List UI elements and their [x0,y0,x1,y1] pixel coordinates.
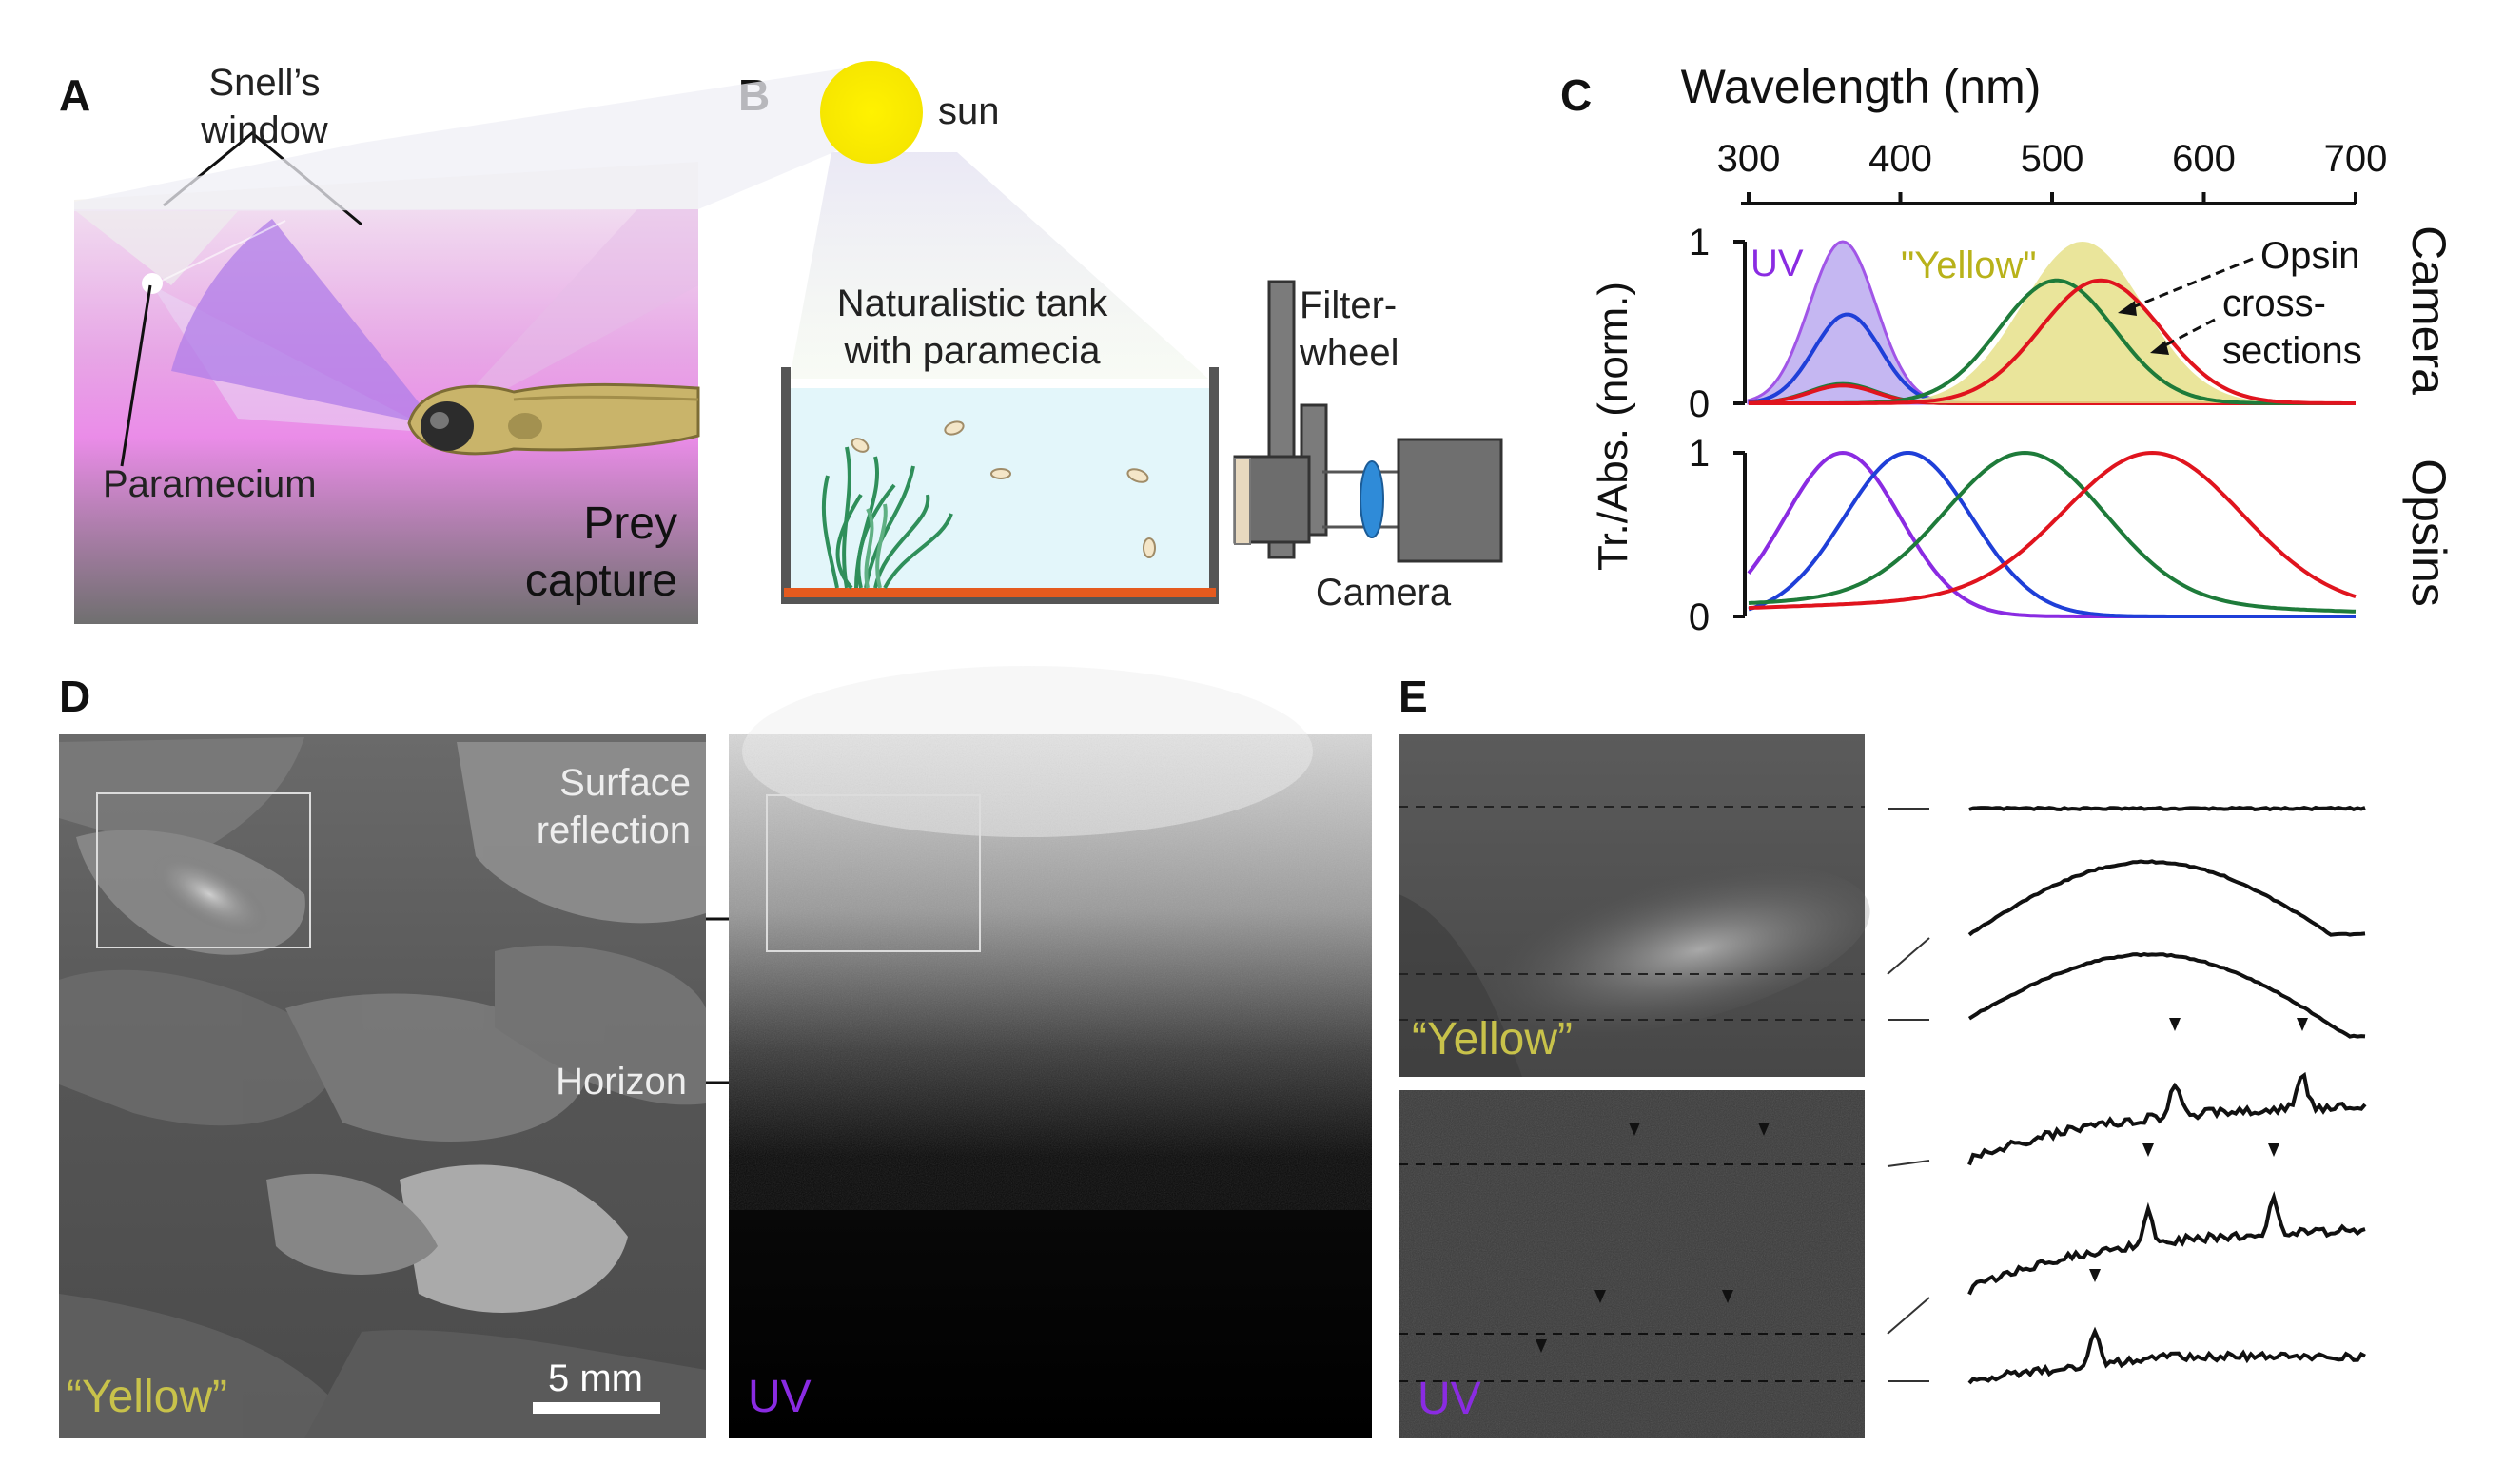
prey-capture-label-1: Prey [583,498,677,549]
tank-walls [781,367,1219,604]
c-xtick-label: 400 [1868,138,1932,180]
intensity-trace [1967,951,2366,1039]
c-camera-ytick-1: 1 [1689,222,1710,264]
tank-floor [784,588,1216,597]
yellow-image-rocks [59,737,706,1438]
intensity-trace [1967,1071,2367,1166]
c-xticks: 300 400 500 600 700 [1717,138,2388,204]
e-connectors [1887,808,1930,1382]
opsin-cross-sections-label-1: Opsin [2260,235,2360,277]
c-xtick-label: 500 [2021,138,2084,180]
d-uv-label: UV [748,1372,812,1422]
panel-d: D “Yellow” 5 mm Surface reflection Horiz… [59,666,1372,1438]
c-xlabel: Wavelength (nm) [1681,60,2042,113]
yellow-inset-box [96,792,311,948]
paramecia [851,420,1156,558]
camera-uv-label: UV [1751,243,1804,284]
panel-c: C Wavelength (nm) 300 400 500 600 700 Tr./Ab… [1560,60,2455,638]
prey-capture-label-2: capture [525,556,677,606]
camera-yellow-label: "Yellow" [1901,244,2037,286]
d-yellow-label: “Yellow” [67,1372,227,1422]
uv-inset-box [766,794,981,952]
scale-bar-label: 5 mm [548,1357,643,1399]
intensity-trace [1967,1190,2366,1296]
row-label-opsins: Opsins [2402,459,2455,607]
sun-label: sun [938,90,1000,132]
opsin-cross-sections-label-2: cross- [2222,283,2326,324]
e-intensity-traces [1967,805,2367,1385]
e-yellow-scan-lines [1399,806,1865,1021]
panel-e: E “Yellow” UV [1399,672,2367,1438]
camera-row-plot [1747,240,2356,405]
sun-icon [820,61,923,164]
zebrafish-larva-icon [407,382,700,456]
paramecium-label: Paramecium [103,463,317,505]
e-yellow-label: “Yellow” [1412,1014,1573,1064]
filter-wheel-label-1: Filter- [1300,284,1397,326]
e-uv-arrowheads [1536,1123,1770,1353]
camera-filter-band-yellow [1749,242,2356,403]
c-opsin-ytick-0: 0 [1689,596,1710,638]
paramecium-dot [142,273,163,294]
panel-label-a: A [59,70,90,120]
panel-label-d: D [59,672,90,721]
c-xtick-label: 300 [1717,138,1781,180]
opsin-curve-3 [1748,450,2357,611]
tank-label-2: with paramecia [843,330,1101,372]
tank-label-1: Naturalistic tank [837,283,1109,324]
panel-label-c: C [1560,70,1592,120]
filter-wheel-label-2: wheel [1299,332,1399,374]
c-xtick-label: 600 [2172,138,2236,180]
intensity-trace [1967,859,2366,937]
horizon-label: Horizon [556,1061,687,1103]
plant-icon [821,446,953,590]
c-opsin-ytick-1: 1 [1689,433,1710,475]
panel-b: B sun Naturalistic tank with paramecia [74,61,1503,614]
snells-window-label-1: Snell’s [208,62,320,104]
panel-label-e: E [1399,672,1428,721]
c-ylabel: Tr./Abs. (norm.) [1590,282,1636,571]
scale-bar [533,1402,660,1414]
panel-a: A Snell’s window Paramecium Prey capture [59,62,700,624]
snells-window-label-2: window [200,109,328,151]
camera-assembly-icon [1233,280,1503,563]
opsin-curve-1 [1748,451,2356,618]
annotation-arrow-2 [2159,318,2216,350]
row-label-camera: Camera [2402,225,2455,395]
opsin-row-plot [1747,450,2357,618]
surface-reflection-label-1: Surface [559,762,691,804]
visual-field-uv [171,219,438,426]
e-trace-arrowheads [2089,1018,2308,1282]
sunlight-beam [790,152,1208,379]
c-xtick-label: 700 [2324,138,2388,180]
opsin-cross-sections-label-3: sections [2222,330,2362,372]
c-camera-ytick-0: 0 [1689,383,1710,425]
annotation-arrow-1 [2124,257,2254,312]
e-uv-label: UV [1418,1374,1481,1424]
camera-label: Camera [1316,572,1452,614]
intensity-trace [1968,805,2366,812]
opsin-curve-2 [1748,450,2357,614]
paramecium-leader [120,284,152,467]
camera-curve-6 [1749,278,2356,405]
intensity-trace [1967,1326,2366,1385]
e-uv-scan-lines [1399,1163,1865,1382]
surface-reflection-label-2: reflection [537,810,691,851]
